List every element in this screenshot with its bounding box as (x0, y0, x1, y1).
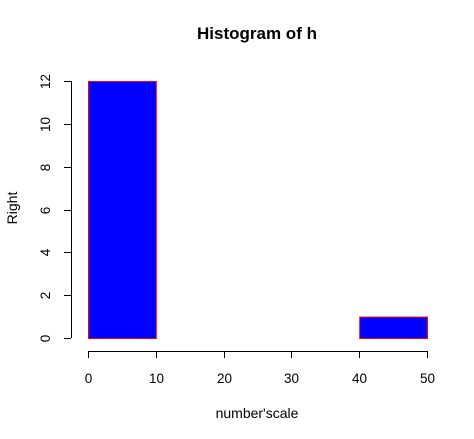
y-tick-label-10: 10 (38, 117, 53, 132)
x-tick-label-50: 50 (420, 371, 435, 386)
x-axis-label: number'scale (216, 405, 299, 421)
x-tick-label-10: 10 (149, 371, 164, 386)
y-tick-label-0: 0 (38, 335, 53, 343)
y-tick-label-2: 2 (38, 292, 53, 300)
histogram-bar-1 (88, 81, 157, 339)
chart-title: Histogram of h (197, 24, 317, 43)
x-tick-label-20: 20 (217, 371, 232, 386)
x-tick-label-30: 30 (284, 371, 299, 386)
bars-group (88, 81, 429, 340)
y-tick-label-6: 6 (38, 207, 53, 215)
y-tick-label-4: 4 (38, 248, 53, 256)
y-axis: 0 2 4 6 8 10 12 (38, 74, 72, 342)
x-axis: 0 10 20 30 40 50 (85, 351, 435, 386)
y-tick-label-12: 12 (38, 74, 53, 89)
y-tick-label-8: 8 (38, 164, 53, 172)
y-axis-label: Right (4, 192, 20, 225)
x-tick-label-0: 0 (85, 371, 93, 386)
histogram-bar-5 (359, 316, 429, 340)
x-tick-label-40: 40 (352, 371, 367, 386)
